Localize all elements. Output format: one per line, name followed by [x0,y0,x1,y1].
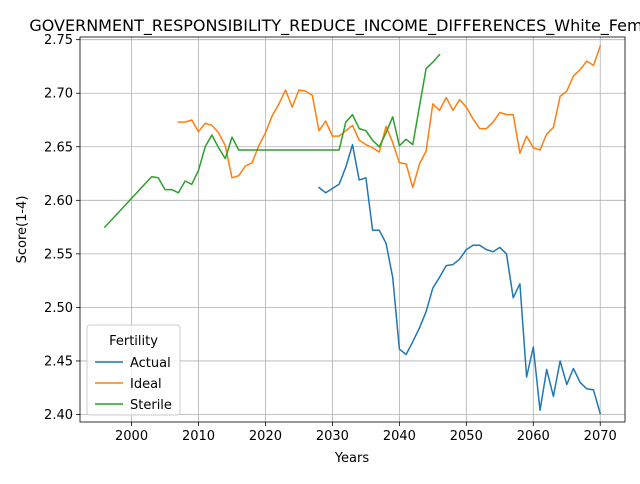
legend-title: Fertility [109,334,158,349]
legend-entries: Actual Ideal Sterile [95,356,172,413]
x-tick-label: 2020 [249,429,282,444]
plot-area-frame [79,36,626,423]
axis-ticks: 2000 2010 2020 2030 2040 2050 2060 2070 2.40 2.45… [44,33,617,444]
x-tick-label: 2050 [450,429,483,444]
y-tick-label: 2.45 [44,354,73,369]
y-tick-label: 2.65 [44,140,73,155]
y-tick-label: 2.40 [44,408,73,423]
y-axis-label: Score(1-4) [15,196,30,264]
y-tick-label: 2.70 [44,87,73,102]
y-tick-label: 2.75 [44,33,73,48]
legend: Fertility Actual Ideal Sterile [86,324,181,416]
legend-label-sterile: Sterile [130,398,172,413]
x-tick-label: 2040 [383,429,416,444]
x-tick-label: 2060 [517,429,550,444]
series-lines [103,45,602,415]
y-tick-label: 2.50 [44,301,73,316]
x-tick-label: 2030 [316,429,349,444]
chart-title: GOVERNMENT_RESPONSIBILITY_REDUCE_INCOME_… [29,16,640,36]
legend-box [86,324,181,416]
x-tick-label: 2000 [115,429,148,444]
legend-label-ideal: Ideal [130,377,162,392]
series-line-actual [317,143,602,415]
series-line-sterile [103,53,441,229]
series-line-ideal [177,45,602,189]
x-tick-label: 2010 [182,429,215,444]
y-tick-label: 2.55 [44,247,73,262]
x-tick-label: 2070 [584,429,617,444]
x-axis-label: Years [334,451,370,466]
legend-label-actual: Actual [130,356,171,371]
y-tick-label: 2.60 [44,194,73,209]
